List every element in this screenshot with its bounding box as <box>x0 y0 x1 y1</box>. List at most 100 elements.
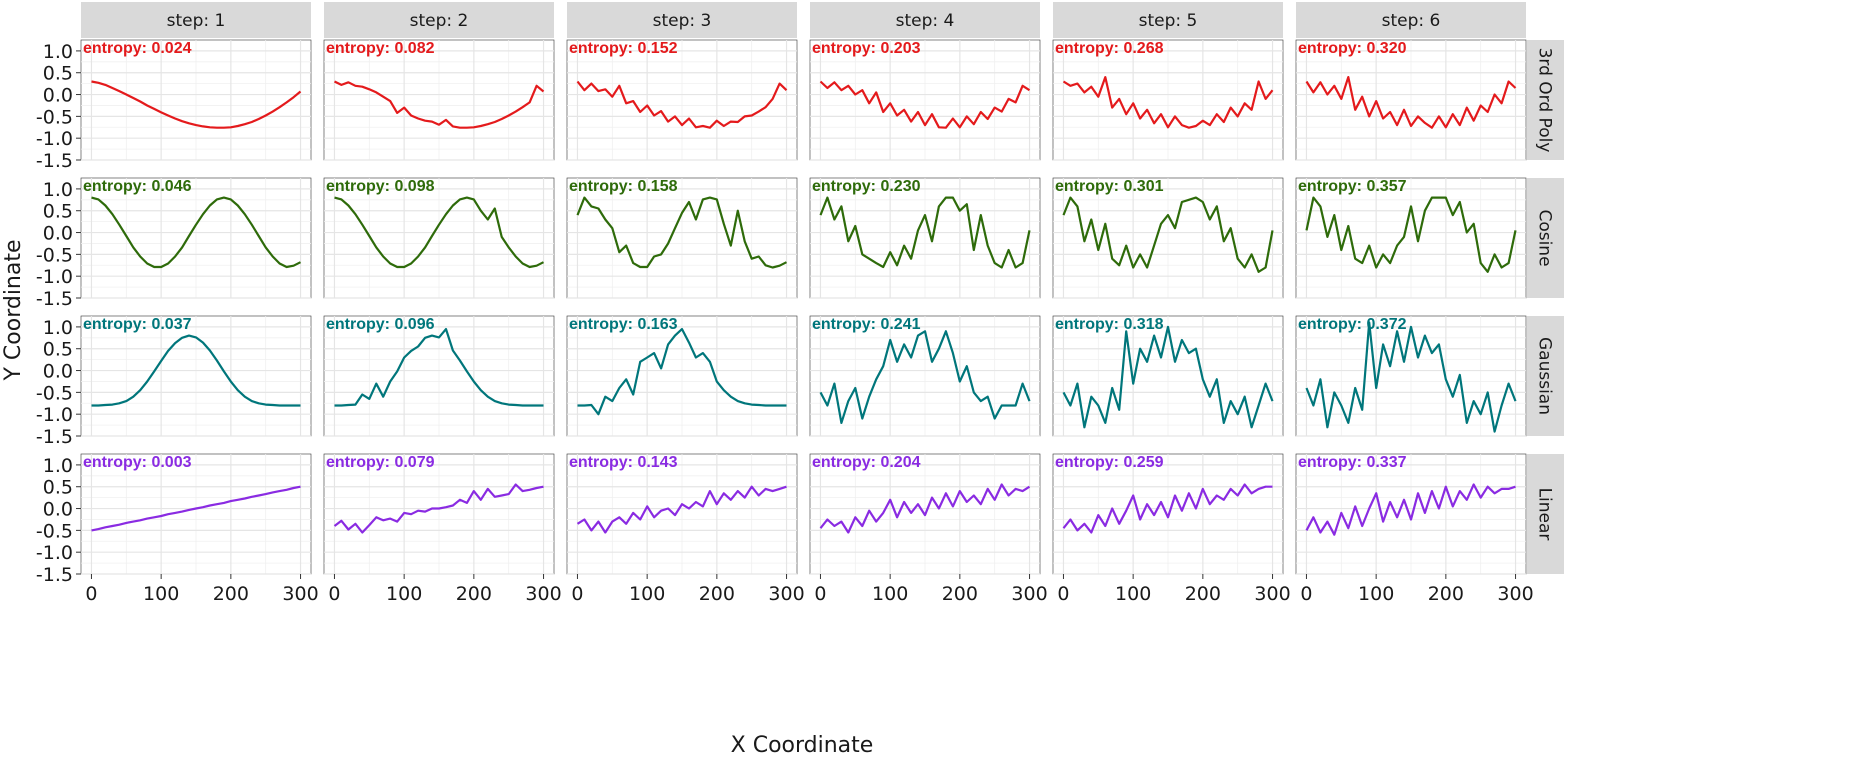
panel: entropy: 0.357 <box>1295 177 1527 299</box>
series-line <box>1305 321 1517 433</box>
panel: entropy: 0.230 <box>809 177 1041 299</box>
column-strip-label: step: 3 <box>653 11 712 31</box>
series-line <box>91 485 301 532</box>
panel: entropy: 0.096 <box>323 315 555 437</box>
series-line <box>334 196 544 269</box>
panel: entropy: 0.241 <box>809 315 1041 437</box>
row-strip <box>1527 178 1564 298</box>
x-tick-label: 300 <box>1497 583 1533 605</box>
column-strip-label: step: 5 <box>1139 11 1198 31</box>
column-strip <box>1296 2 1526 38</box>
row-strips: 3rd Ord Poly Cosine Gaussian Linear <box>1527 40 1564 574</box>
series-line <box>1305 75 1517 129</box>
x-tick-label: 100 <box>629 583 665 605</box>
x-tick-label: 200 <box>942 583 978 605</box>
y-tick-label: -0.5 <box>36 520 73 542</box>
y-tick-label: 0.5 <box>43 63 73 85</box>
entropy-annotation: entropy: 0.096 <box>326 316 435 333</box>
x-tick-label: 100 <box>872 583 908 605</box>
series-line <box>334 328 544 407</box>
panel: entropy: 0.082 <box>323 39 555 161</box>
row-strip <box>1527 40 1564 160</box>
column-strip-label: step: 6 <box>1382 11 1441 31</box>
x-tick-label: 200 <box>1428 583 1464 605</box>
x-tick-label: 300 <box>525 583 561 605</box>
entropy-annotation: entropy: 0.098 <box>326 178 435 195</box>
panel: entropy: 0.163 <box>566 315 798 437</box>
x-tick-label: 0 <box>85 583 97 605</box>
row-strip-label: Cosine <box>1535 209 1555 266</box>
x-tick-label: 300 <box>282 583 318 605</box>
panel: entropy: 0.259 <box>1052 453 1284 575</box>
series-line <box>1062 196 1274 273</box>
y-tick-label: 1.0 <box>43 317 73 339</box>
series-line <box>1062 75 1274 129</box>
series-line <box>1305 196 1517 273</box>
column-strip <box>1053 2 1283 38</box>
series-line <box>819 80 1031 129</box>
entropy-annotation: entropy: 0.163 <box>569 316 678 333</box>
entropy-annotation: entropy: 0.082 <box>326 40 435 57</box>
y-tick-label: 0.5 <box>43 339 73 361</box>
y-tick-label: -1.5 <box>36 426 73 448</box>
x-tick-label: 100 <box>386 583 422 605</box>
panel: entropy: 0.372 <box>1295 315 1527 437</box>
panel: entropy: 0.003 <box>80 453 312 575</box>
x-tick-label: 0 <box>814 583 826 605</box>
series-line <box>576 196 787 269</box>
y-tick-label: 1.0 <box>43 41 73 63</box>
panel: entropy: 0.024 <box>80 39 312 161</box>
x-tick-label: 100 <box>143 583 179 605</box>
panel: entropy: 0.204 <box>809 453 1041 575</box>
row-strip <box>1527 454 1564 574</box>
panel: entropy: 0.268 <box>1052 39 1284 161</box>
series-line <box>1062 483 1273 534</box>
y-tick-label: -1.5 <box>36 564 73 586</box>
x-tick-label: 200 <box>456 583 492 605</box>
y-tick-label: 0.0 <box>43 223 73 245</box>
series-line <box>819 330 1031 424</box>
entropy-annotation: entropy: 0.230 <box>812 178 921 195</box>
entropy-annotation: entropy: 0.318 <box>1055 316 1164 333</box>
column-strip-label: step: 1 <box>167 11 226 31</box>
x-tick-label: 0 <box>1300 583 1312 605</box>
entropy-annotation: entropy: 0.337 <box>1298 454 1407 471</box>
panel: entropy: 0.143 <box>566 453 798 575</box>
y-tick-label: -0.5 <box>36 106 73 128</box>
series-line <box>1062 325 1274 429</box>
y-tick-label: -1.5 <box>36 288 73 310</box>
entropy-annotation: entropy: 0.046 <box>83 178 192 195</box>
y-tick-label: 1.0 <box>43 179 73 201</box>
x-tick-label: 0 <box>328 583 340 605</box>
panel: entropy: 0.158 <box>566 177 798 299</box>
y-tick-label: 0.0 <box>43 499 73 521</box>
row-strip-label: Gaussian <box>1535 337 1555 415</box>
x-tick-label: 300 <box>1254 583 1290 605</box>
series-line <box>91 334 301 407</box>
y-tick-label: -1.0 <box>36 128 73 150</box>
x-axis-title: X Coordinate <box>731 733 874 757</box>
x-tick-label: 200 <box>699 583 735 605</box>
series-line <box>91 80 302 129</box>
panel: entropy: 0.037 <box>80 315 312 437</box>
series-line <box>819 483 1031 534</box>
panel: entropy: 0.098 <box>323 177 555 299</box>
y-tick-label: -1.0 <box>36 266 73 288</box>
x-tick-label: 200 <box>213 583 249 605</box>
y-tick-label: -0.5 <box>36 382 73 404</box>
row-strip <box>1527 316 1564 436</box>
y-axis-ticks: 1.00.50.0-0.5-1.0-1.51.00.50.0-0.5-1.0-1… <box>36 41 81 586</box>
y-tick-label: -0.5 <box>36 244 73 266</box>
panel: entropy: 0.152 <box>566 39 798 161</box>
column-strip-label: step: 2 <box>410 11 469 31</box>
entropy-annotation: entropy: 0.158 <box>569 178 678 195</box>
series-line <box>333 483 544 534</box>
series-line <box>819 196 1031 269</box>
x-axis-ticks: 0 100 200 300 0 100 200 300 0 100 200 300 0 100 200 300… <box>85 574 1534 605</box>
y-tick-label: -1.5 <box>36 150 73 172</box>
entropy-annotation: entropy: 0.143 <box>569 454 678 471</box>
x-tick-label: 100 <box>1358 583 1394 605</box>
entropy-annotation: entropy: 0.372 <box>1298 316 1407 333</box>
x-tick-label: 200 <box>1185 583 1221 605</box>
